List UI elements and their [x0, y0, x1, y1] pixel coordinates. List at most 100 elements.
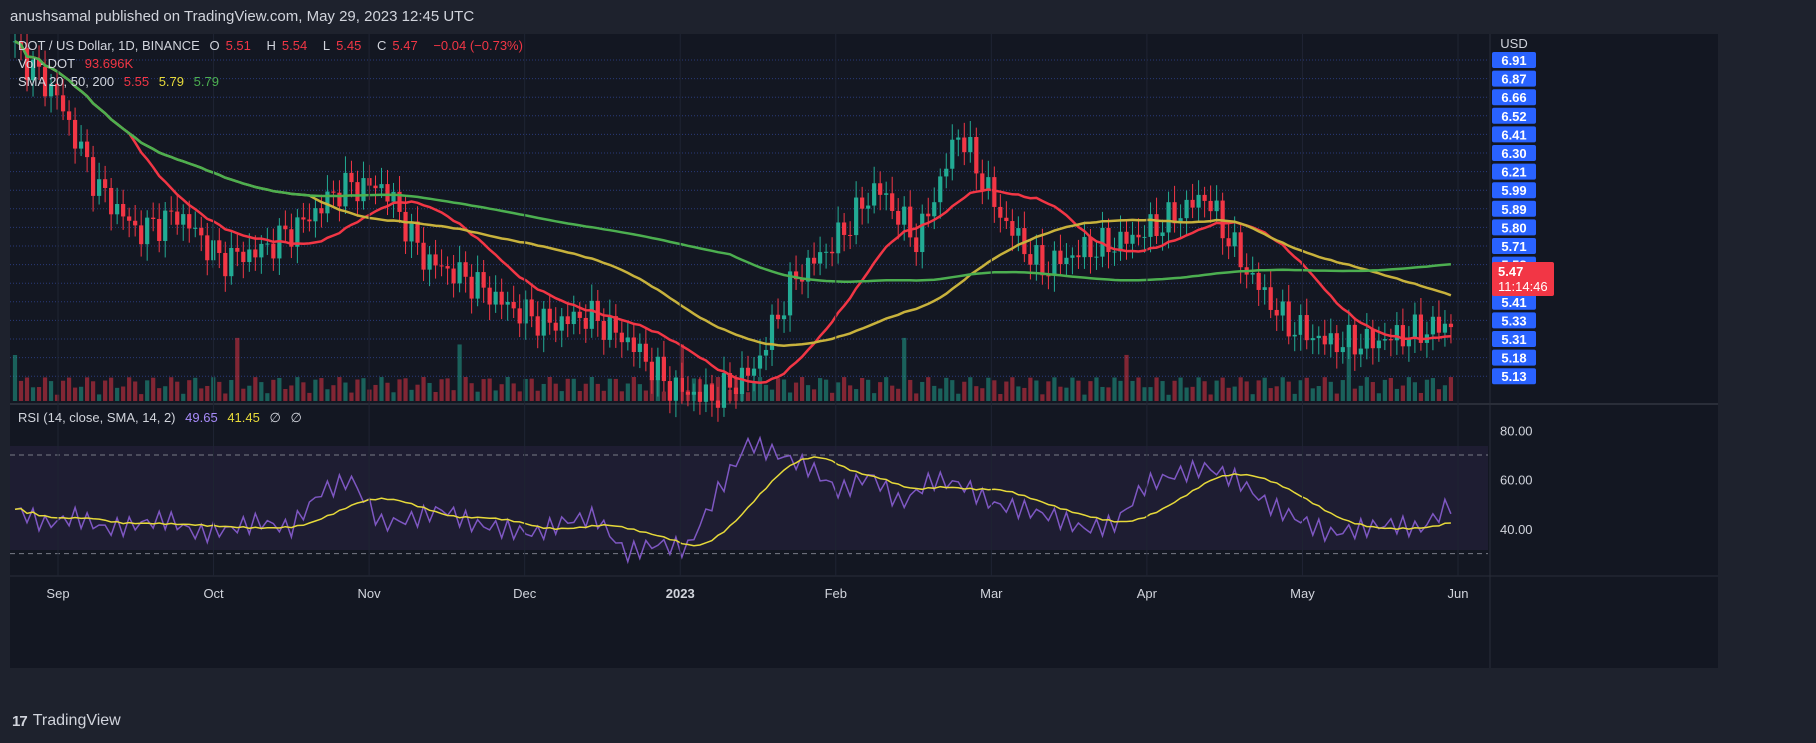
- volume-bar: [169, 377, 174, 401]
- candle-body: [265, 243, 270, 245]
- volume-bar: [601, 390, 606, 401]
- candle-body: [529, 299, 534, 317]
- volume-bar: [1118, 380, 1123, 401]
- symbol-legend: DOT / US Dollar, 1D, BINANCE O 5.51 H 5.54…: [18, 38, 529, 53]
- rsi-legend[interactable]: RSI (14, close, SMA, 14, 2) 49.65 41.45 …: [18, 410, 308, 426]
- candle-body: [613, 316, 618, 333]
- volume-bar: [589, 377, 594, 401]
- candle-body: [757, 355, 763, 369]
- rsi-empty-2: ∅: [290, 410, 302, 425]
- volume-bar: [1274, 386, 1279, 401]
- volume-bar: [1196, 377, 1201, 401]
- candle-body: [1286, 301, 1291, 337]
- candle-body: [854, 197, 859, 236]
- candle-body: [823, 251, 829, 253]
- footer-brand[interactable]: 17 TradingView: [12, 712, 121, 730]
- volume-bar: [926, 377, 931, 401]
- candle-body: [1064, 257, 1069, 265]
- volume-legend[interactable]: Vol · DOT 93.696K: [18, 56, 139, 71]
- volume-bar: [1076, 380, 1081, 401]
- volume-bar: [271, 379, 276, 401]
- symbol-name[interactable]: DOT / US Dollar, 1D, BINANCE: [18, 38, 200, 53]
- volume-bar: [1046, 381, 1051, 401]
- candle-body: [1094, 256, 1099, 258]
- chart-frame[interactable]: 6.91 6.87 6.66 6.52 6.41 6.30 6.21 5.99 5.89 5.80…: [10, 34, 1718, 668]
- volume-bar: [709, 383, 715, 401]
- candle-body: [1214, 200, 1219, 212]
- volume-bar: [229, 380, 234, 401]
- candle-body: [151, 217, 156, 220]
- volume-bar: [199, 388, 204, 401]
- volume-bar: [1208, 394, 1213, 401]
- candle-body: [505, 301, 510, 305]
- candle-body: [1358, 348, 1363, 355]
- volume-bar: [54, 394, 60, 401]
- candle-body: [1076, 255, 1081, 258]
- volume-bar: [529, 378, 534, 401]
- volume-bar: [848, 385, 853, 401]
- volume-bar: [1214, 380, 1219, 401]
- volume-bar: [799, 377, 805, 401]
- candle-body: [84, 141, 90, 158]
- candle-body: [439, 265, 444, 267]
- volume-bar: [920, 381, 925, 401]
- candle-body: [493, 291, 498, 305]
- candle-body: [187, 214, 192, 229]
- candle-body: [1118, 231, 1123, 252]
- ohlc-close: C 5.47: [377, 38, 418, 53]
- candle-body: [235, 247, 240, 252]
- volume-bar: [343, 382, 348, 401]
- time-axis-label: Mar: [980, 586, 1003, 601]
- volume-bar: [24, 377, 30, 401]
- candle-body: [205, 235, 210, 261]
- candle-body: [361, 178, 366, 202]
- candle-body: [595, 300, 600, 321]
- volume-bar: [223, 393, 228, 401]
- volume-bar: [932, 385, 937, 401]
- volume-bar: [1298, 380, 1303, 401]
- candle-body: [517, 308, 522, 324]
- volume-bar: [265, 393, 270, 401]
- volume-bar: [217, 381, 222, 401]
- volume-bar: [1262, 377, 1267, 401]
- volume-bar: [1358, 385, 1363, 401]
- volume-bar: [517, 391, 522, 401]
- candle-body: [1298, 315, 1303, 335]
- chart-svg[interactable]: 6.91 6.87 6.66 6.52 6.41 6.30 6.21 5.99 5.89 5.80…: [10, 34, 1718, 668]
- price-axis-tag: [1492, 70, 1536, 87]
- price-axis-label: 6.30: [1501, 146, 1526, 161]
- candle-body: [793, 271, 799, 280]
- volume-bar: [655, 379, 660, 401]
- candle-body: [998, 206, 1003, 218]
- current-price-tag[interactable]: [1492, 262, 1554, 296]
- candle-body: [1334, 333, 1339, 353]
- candle-body: [1322, 335, 1327, 345]
- sma200-line: [14, 40, 1452, 284]
- volume-bar: [307, 392, 312, 401]
- volume-bar: [1268, 388, 1273, 401]
- sma-legend[interactable]: SMA 20, 50, 200 5.55 5.79 5.79: [18, 74, 225, 89]
- countdown-label: 11:14:46: [1498, 279, 1548, 294]
- ohlc-open: O 5.51: [209, 38, 251, 53]
- candle-body: [956, 137, 961, 140]
- candle-body: [565, 316, 570, 325]
- candle-body: [805, 257, 811, 282]
- sma20-line: [14, 40, 1451, 384]
- candle-body: [523, 299, 528, 324]
- volume-bar: [337, 377, 342, 401]
- volume-bar: [78, 386, 84, 401]
- volume-bar: [781, 379, 787, 401]
- candle-body: [1304, 315, 1309, 341]
- candle-body: [1388, 339, 1393, 341]
- candle-body: [884, 193, 889, 195]
- volume-bar: [715, 377, 721, 401]
- volume-bar: [938, 388, 943, 401]
- candle-body: [1352, 324, 1357, 355]
- volume-bar: [697, 379, 703, 401]
- volume-bar: [986, 377, 991, 401]
- candle-body: [337, 192, 342, 207]
- candle-body: [1046, 275, 1051, 277]
- volume-bar: [133, 381, 138, 401]
- volume-bar: [998, 394, 1003, 401]
- volume-bar: [1004, 381, 1009, 401]
